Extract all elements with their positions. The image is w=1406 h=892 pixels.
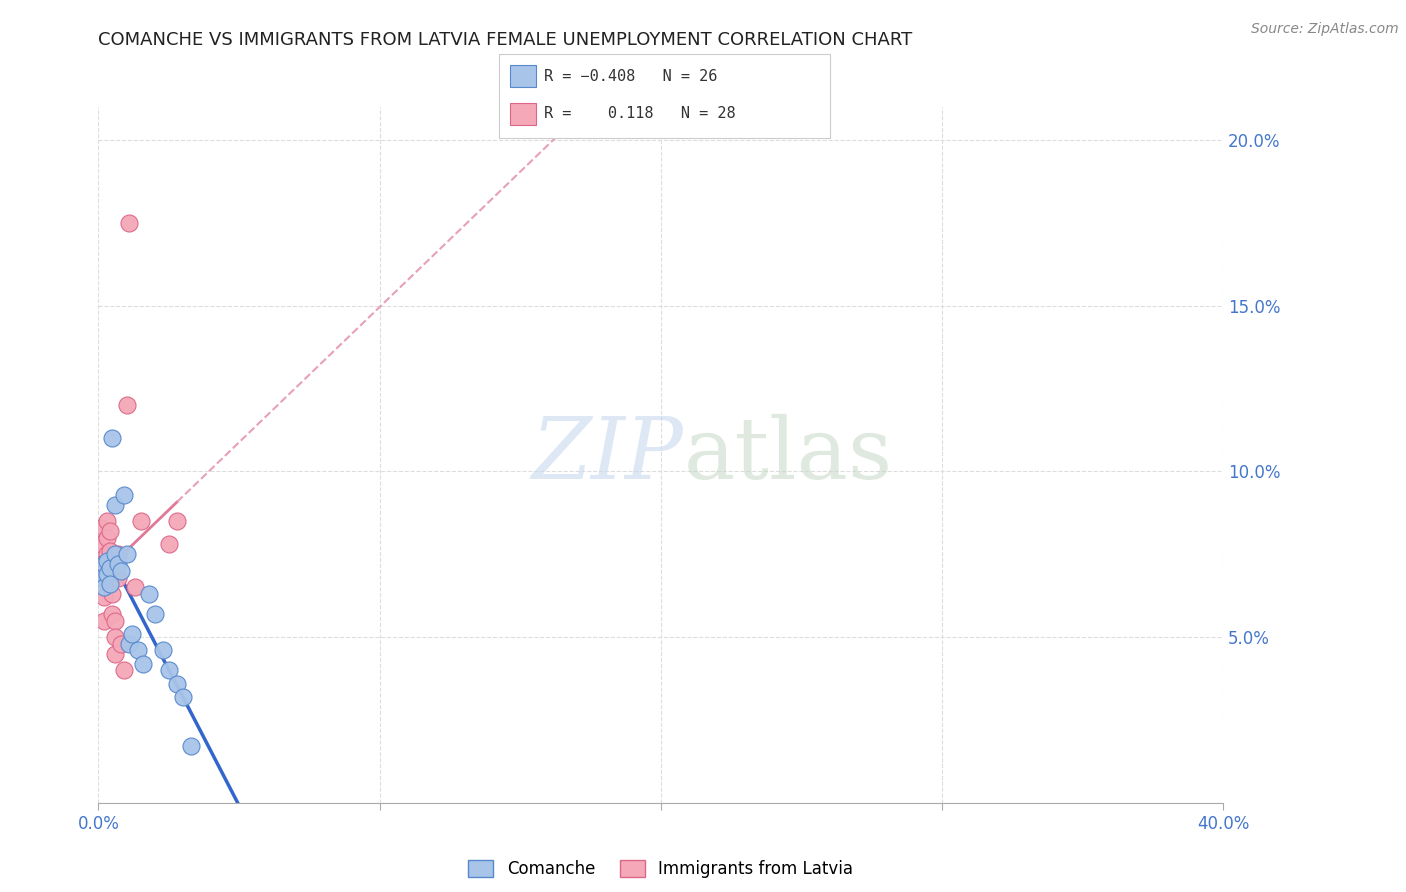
Point	[138, 587, 160, 601]
Point	[93, 614, 115, 628]
Point	[90, 558, 112, 572]
Point	[96, 514, 118, 528]
Text: R = −0.408   N = 26: R = −0.408 N = 26	[544, 69, 717, 84]
Point	[118, 216, 141, 230]
Point	[180, 739, 202, 754]
Point	[93, 581, 115, 595]
Point	[90, 570, 112, 584]
Point	[93, 591, 115, 605]
Point	[157, 663, 180, 677]
Point	[118, 637, 141, 651]
Point	[93, 558, 115, 572]
Point	[127, 643, 149, 657]
Point	[115, 547, 138, 561]
Text: Source: ZipAtlas.com: Source: ZipAtlas.com	[1251, 22, 1399, 37]
Point	[104, 547, 127, 561]
Point	[152, 643, 174, 657]
Point	[96, 567, 118, 582]
Point	[157, 537, 180, 551]
Point	[98, 564, 121, 578]
Point	[101, 607, 124, 621]
Point	[107, 558, 129, 572]
Point	[110, 564, 132, 578]
Point	[101, 587, 124, 601]
Point	[104, 498, 127, 512]
Point	[98, 524, 121, 538]
Point	[96, 547, 118, 561]
Point	[90, 537, 112, 551]
Point	[98, 577, 121, 591]
Point	[172, 690, 194, 704]
Point	[104, 647, 127, 661]
Point	[115, 398, 138, 412]
Text: R =    0.118   N = 28: R = 0.118 N = 28	[544, 106, 735, 121]
Point	[90, 564, 112, 578]
Legend: Comanche, Immigrants from Latvia: Comanche, Immigrants from Latvia	[461, 854, 860, 885]
Point	[143, 607, 166, 621]
Point	[107, 547, 129, 561]
Point	[104, 614, 127, 628]
Point	[96, 531, 118, 545]
Point	[132, 657, 155, 671]
Text: atlas: atlas	[683, 413, 893, 497]
Point	[112, 663, 135, 677]
Point	[104, 630, 127, 644]
Point	[121, 627, 143, 641]
Point	[96, 554, 118, 568]
Text: COMANCHE VS IMMIGRANTS FROM LATVIA FEMALE UNEMPLOYMENT CORRELATION CHART: COMANCHE VS IMMIGRANTS FROM LATVIA FEMAL…	[98, 31, 912, 49]
Point	[98, 560, 121, 574]
Text: ZIP: ZIP	[531, 414, 683, 496]
Point	[93, 570, 115, 584]
Point	[110, 637, 132, 651]
Point	[166, 676, 188, 690]
Point	[90, 521, 112, 535]
Point	[124, 581, 146, 595]
Point	[166, 514, 188, 528]
Point	[112, 488, 135, 502]
Point	[101, 431, 124, 445]
Point	[101, 570, 124, 584]
Point	[98, 544, 121, 558]
Point	[107, 570, 129, 584]
Point	[129, 514, 152, 528]
